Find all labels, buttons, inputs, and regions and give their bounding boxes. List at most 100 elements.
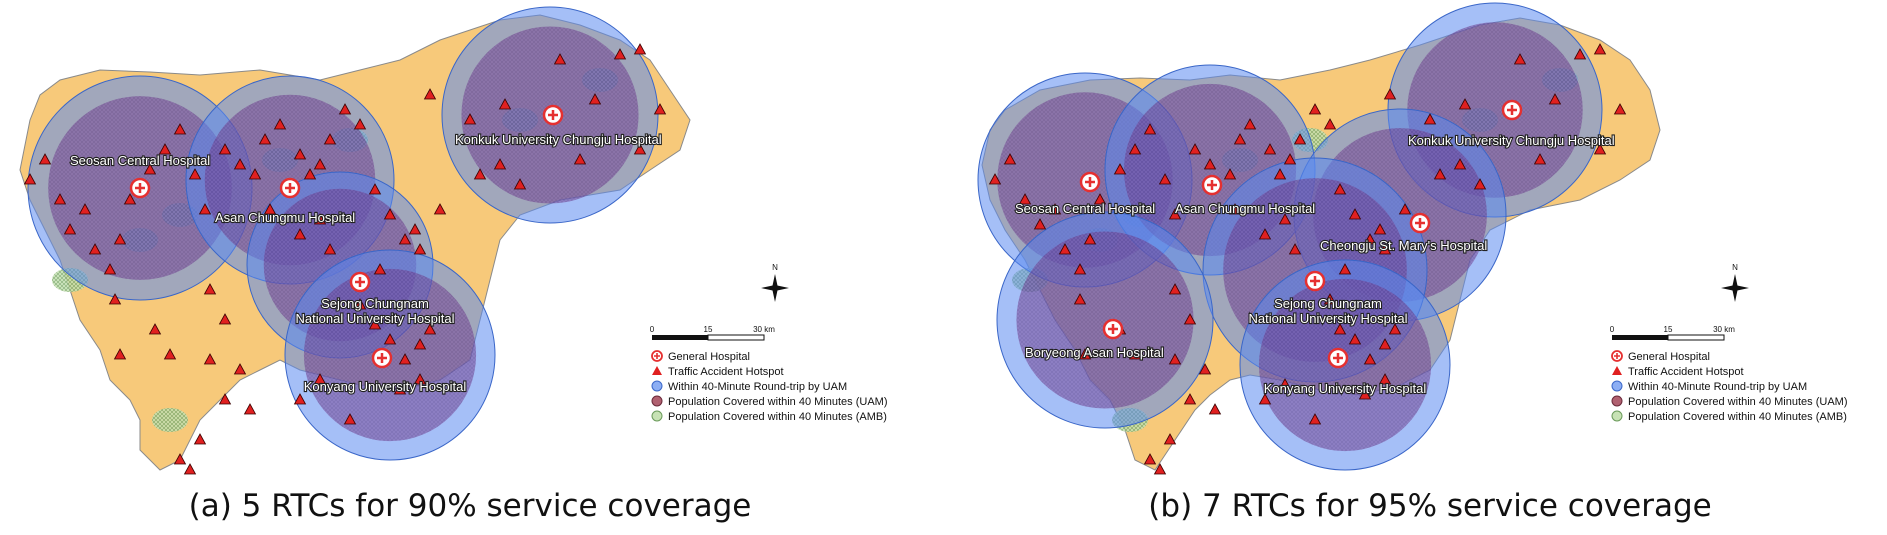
traffic-hotspot-icon — [1263, 143, 1277, 155]
general-hospital-icon — [1501, 99, 1523, 121]
hospital-label: Konkuk University Chungju Hospital — [455, 132, 662, 147]
map-a: Seosan Central Hospital Asan Chungmu Hosp… — [19, 6, 888, 475]
traffic-hotspot-icon — [633, 43, 647, 55]
hospital-label: Boryeong Asan Hospital — [1025, 345, 1164, 360]
legend-label: Population Covered within 40 Minutes (AM… — [1628, 411, 1847, 423]
legend-label: Within 40-Minute Round-trip by UAM — [668, 381, 847, 393]
legend-uam-icon — [651, 380, 663, 392]
traffic-hotspot-icon — [1573, 48, 1587, 60]
traffic-hotspot-icon — [588, 93, 602, 105]
traffic-hotspot-icon — [1188, 143, 1202, 155]
caption-b: (b) 7 RTCs for 95% service coverage — [1148, 488, 1712, 524]
traffic-hotspot-icon — [473, 168, 487, 180]
map-panel-a: Seosan Central Hospital Asan Chungmu Hosp… — [0, 0, 940, 535]
traffic-hotspot-icon — [173, 123, 187, 135]
legend-pop-uam-icon — [651, 395, 663, 407]
traffic-hotspot-icon — [108, 293, 122, 305]
traffic-hotspot-icon — [1323, 293, 1337, 305]
traffic-hotspot-icon — [493, 158, 507, 170]
uam-covered-population — [1016, 231, 1194, 409]
traffic-hotspot-icon — [218, 143, 232, 155]
traffic-hotspot-icon — [1228, 203, 1242, 215]
traffic-hotspot-icon — [513, 178, 527, 190]
traffic-hotspot-icon — [1183, 393, 1197, 405]
traffic-hotspot-icon — [373, 263, 387, 275]
scale-tick-label: 15 — [704, 325, 713, 334]
traffic-hotspot-icon — [38, 153, 52, 165]
traffic-hotspot-icon — [258, 133, 272, 145]
traffic-hotspot-icon — [573, 153, 587, 165]
traffic-hotspot-icon — [1283, 153, 1297, 165]
traffic-hotspot-icon — [88, 243, 102, 255]
traffic-hotspot-icon — [1593, 143, 1607, 155]
legend-label: Population Covered within 40 Minutes (UA… — [668, 396, 888, 408]
legend-label: General Hospital — [668, 351, 750, 363]
hospital-label: Sejong Chungnam National University Hospi… — [1249, 296, 1408, 326]
hospital-label: Asan Chungmu Hospital — [1175, 201, 1315, 216]
traffic-hotspot-icon — [1048, 203, 1062, 215]
traffic-hotspot-icon — [1373, 223, 1387, 235]
traffic-hotspot-icon — [383, 208, 397, 220]
traffic-hotspot-icon — [413, 338, 427, 350]
traffic-hotspot-icon — [323, 243, 337, 255]
traffic-hotspot-icon — [313, 158, 327, 170]
traffic-hotspot-icon — [343, 413, 357, 425]
traffic-hotspot-icon — [243, 403, 257, 415]
traffic-hotspot-icon — [1128, 143, 1142, 155]
hospital-label: Konkuk University Chungju Hospital — [1408, 133, 1615, 148]
traffic-hotspot-icon — [203, 283, 217, 295]
traffic-hotspot-icon — [398, 353, 412, 365]
traffic-hotspot-icon — [1258, 228, 1272, 240]
hospital-label: Asan Chungmu Hospital — [215, 210, 355, 225]
hospital-label: Konyang University Hospital — [304, 379, 467, 394]
traffic-hotspot-icon — [158, 143, 172, 155]
traffic-hotspot-icon — [1348, 333, 1362, 345]
traffic-hotspot-icon — [553, 53, 567, 65]
general-hospital-icon — [349, 271, 371, 293]
north-label: N — [1732, 263, 1738, 272]
traffic-hotspot-icon — [293, 228, 307, 240]
legend-label: Population Covered within 40 Minutes (AM… — [668, 411, 887, 423]
traffic-hotspot-icon — [1548, 93, 1562, 105]
hospital-label: Konyang University Hospital — [1264, 381, 1427, 396]
traffic-hotspot-icon — [218, 313, 232, 325]
legend: General Hospital Traffic Accident Hotspot… — [1611, 350, 1848, 423]
scale-tick-label: 30 km — [753, 325, 775, 334]
general-hospital-icon — [1201, 174, 1223, 196]
traffic-hotspot-icon — [368, 183, 382, 195]
traffic-hotspot-icon — [1033, 218, 1047, 230]
traffic-hotspot-icon — [1208, 403, 1222, 415]
traffic-hotspot-icon — [383, 333, 397, 345]
traffic-hotspot-icon — [1398, 203, 1412, 215]
traffic-hotspot-icon — [1433, 168, 1447, 180]
traffic-hotspot-icon — [653, 103, 667, 115]
general-hospital-icon — [1304, 270, 1326, 292]
traffic-hotspot-icon — [203, 353, 217, 365]
traffic-hotspot-icon — [1333, 323, 1347, 335]
traffic-hotspot-icon — [1378, 373, 1392, 385]
traffic-hotspot-icon — [1273, 168, 1287, 180]
traffic-hotspot-icon — [1058, 243, 1072, 255]
traffic-hotspot-icon — [263, 203, 277, 215]
traffic-hotspot-icon — [1018, 193, 1032, 205]
traffic-hotspot-icon — [1383, 88, 1397, 100]
traffic-hotspot-icon — [413, 373, 427, 385]
traffic-hotspot-icon — [1333, 183, 1347, 195]
traffic-hotspot-icon — [1153, 463, 1167, 475]
hospital-label: Seosan Central Hospital — [1015, 201, 1155, 216]
legend-pop-amb-icon — [1611, 410, 1623, 422]
traffic-hotspot-icon — [1073, 263, 1087, 275]
traffic-hotspot-icon — [218, 393, 232, 405]
traffic-hotspot-icon — [1243, 118, 1257, 130]
traffic-hotspot-icon — [408, 223, 422, 235]
traffic-hotspot-icon — [353, 118, 367, 130]
traffic-hotspot-icon — [293, 393, 307, 405]
map-b: Seosan Central Hospital Asan Chungmu Hosp… — [977, 2, 1848, 475]
traffic-hotspot-icon — [1093, 193, 1107, 205]
north-arrow-icon — [761, 274, 789, 302]
traffic-hotspot-icon — [173, 453, 187, 465]
traffic-hotspot-icon — [1143, 123, 1157, 135]
general-hospital-icon — [129, 177, 151, 199]
legend-hotspot-icon — [652, 366, 662, 375]
traffic-hotspot-icon — [1308, 103, 1322, 115]
